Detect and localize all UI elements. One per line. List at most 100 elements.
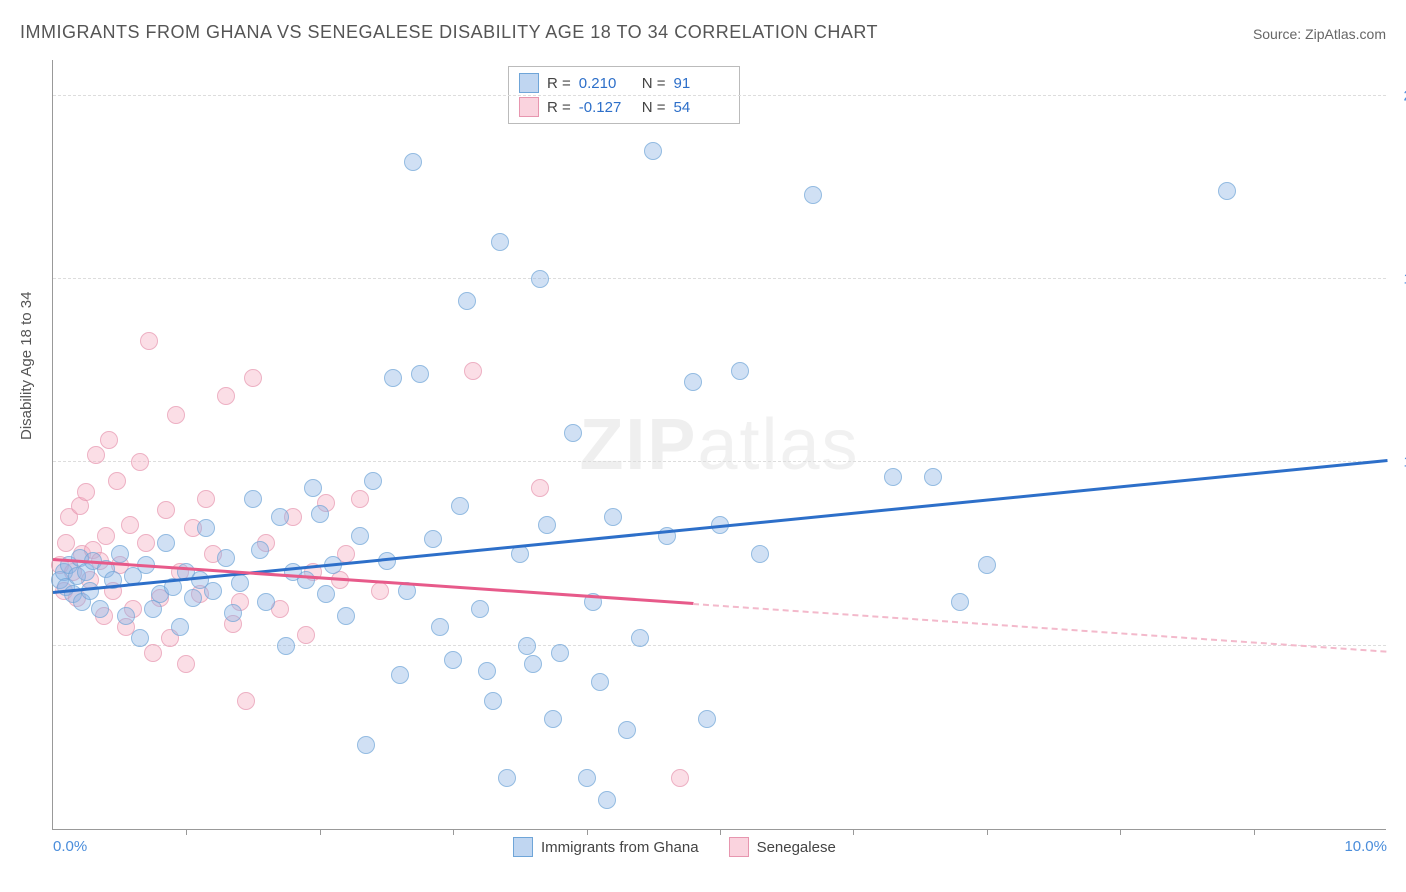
gridline (53, 645, 1386, 646)
data-point-blue (524, 655, 542, 673)
data-point-blue (244, 490, 262, 508)
x-tick-mark (587, 829, 588, 835)
data-point-blue (391, 666, 409, 684)
data-point-blue (578, 769, 596, 787)
swatch-pink-icon (519, 97, 539, 117)
x-tick-mark (1254, 829, 1255, 835)
data-point-blue (518, 637, 536, 655)
data-point-blue (424, 530, 442, 548)
data-point-pink (237, 692, 255, 710)
data-point-blue (411, 365, 429, 383)
watermark: ZIPatlas (579, 404, 859, 486)
scatter-plot-area: ZIPatlas R = 0.210 N = 91 R = -0.127 N =… (52, 60, 1386, 830)
data-point-blue (311, 505, 329, 523)
legend-item-blue: Immigrants from Ghana (513, 837, 699, 857)
stat-n-blue: 91 (674, 75, 729, 92)
x-tick-mark (320, 829, 321, 835)
data-point-pink (57, 534, 75, 552)
data-point-blue (471, 600, 489, 618)
data-point-pink (121, 516, 139, 534)
y-tick-label: 15.0% (1391, 271, 1406, 288)
legend-label-pink: Senegalese (757, 839, 836, 856)
data-point-pink (197, 490, 215, 508)
legend-item-pink: Senegalese (729, 837, 836, 857)
watermark-thin: atlas (697, 405, 859, 485)
data-point-pink (140, 332, 158, 350)
y-tick-label: 20.0% (1391, 87, 1406, 104)
data-point-blue (217, 549, 235, 567)
data-point-blue (458, 292, 476, 310)
data-point-blue (337, 607, 355, 625)
x-tick-mark (186, 829, 187, 835)
data-point-blue (251, 541, 269, 559)
data-point-pink (87, 446, 105, 464)
data-point-blue (951, 593, 969, 611)
source-prefix: Source: (1253, 26, 1305, 42)
data-point-blue (357, 736, 375, 754)
data-point-blue (1218, 182, 1236, 200)
data-point-blue (404, 153, 422, 171)
data-point-pink (177, 655, 195, 673)
data-point-blue (924, 468, 942, 486)
data-point-blue (117, 607, 135, 625)
stat-n-pink: 54 (674, 99, 729, 116)
data-point-pink (167, 406, 185, 424)
x-tick-mark (853, 829, 854, 835)
data-point-pink (371, 582, 389, 600)
y-tick-label: 5.0% (1391, 637, 1406, 654)
chart-title: IMMIGRANTS FROM GHANA VS SENEGALESE DISA… (20, 22, 878, 43)
data-point-blue (731, 362, 749, 380)
data-point-pink (351, 490, 369, 508)
data-point-blue (544, 710, 562, 728)
stat-label: R = (547, 75, 571, 92)
data-point-blue (618, 721, 636, 739)
data-point-blue (564, 424, 582, 442)
data-point-blue (531, 270, 549, 288)
stat-r-blue: 0.210 (579, 75, 634, 92)
y-axis-label: Disability Age 18 to 34 (18, 292, 35, 440)
data-point-blue (591, 673, 609, 691)
source-name: ZipAtlas.com (1305, 26, 1386, 42)
data-point-blue (157, 534, 175, 552)
data-point-blue (644, 142, 662, 160)
data-point-blue (364, 472, 382, 490)
data-point-pink (137, 534, 155, 552)
data-point-blue (317, 585, 335, 603)
data-point-blue (698, 710, 716, 728)
stat-r-pink: -0.127 (579, 99, 634, 116)
data-point-blue (224, 604, 242, 622)
data-point-blue (631, 629, 649, 647)
data-point-blue (444, 651, 462, 669)
gridline (53, 95, 1386, 96)
data-point-blue (498, 769, 516, 787)
data-point-pink (671, 769, 689, 787)
source-attribution: Source: ZipAtlas.com (1253, 26, 1386, 42)
data-point-blue (131, 629, 149, 647)
data-point-blue (804, 186, 822, 204)
data-point-blue (257, 593, 275, 611)
data-point-pink (144, 644, 162, 662)
data-point-pink (97, 527, 115, 545)
stats-row-blue: R = 0.210 N = 91 (519, 71, 729, 95)
data-point-pink (531, 479, 549, 497)
legend: Immigrants from Ghana Senegalese (513, 837, 836, 857)
swatch-blue-icon (513, 837, 533, 857)
data-point-blue (978, 556, 996, 574)
legend-label-blue: Immigrants from Ghana (541, 839, 699, 856)
data-point-blue (538, 516, 556, 534)
data-point-blue (491, 233, 509, 251)
data-point-blue (271, 508, 289, 526)
data-point-pink (464, 362, 482, 380)
data-point-blue (277, 637, 295, 655)
data-point-pink (244, 369, 262, 387)
swatch-blue-icon (519, 73, 539, 93)
watermark-bold: ZIP (579, 405, 697, 485)
stat-label: R = (547, 99, 571, 116)
y-tick-label: 10.0% (1391, 454, 1406, 471)
data-point-blue (451, 497, 469, 515)
data-point-pink (77, 483, 95, 501)
data-point-blue (684, 373, 702, 391)
data-point-pink (297, 626, 315, 644)
data-point-blue (431, 618, 449, 636)
x-tick-label: 10.0% (1344, 838, 1387, 855)
